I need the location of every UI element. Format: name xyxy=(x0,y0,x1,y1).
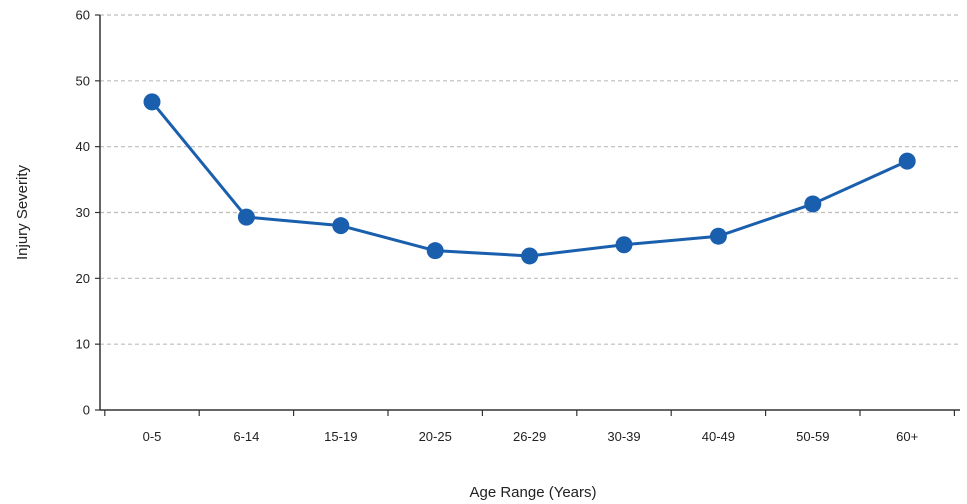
y-tick-label-60: 60 xyxy=(76,8,90,23)
x-axis-ticks: 0-5 6-14 15-19 20-25 26-29 30-39 40-49 50-59 60+ xyxy=(104,410,956,444)
x-tick-label: 50-59 xyxy=(796,429,829,444)
x-tick-label: 15-19 xyxy=(324,429,357,444)
y-axis-ticks: 0 10 20 30 40 50 60 xyxy=(76,8,100,418)
x-tick-label: 0-5 xyxy=(143,429,162,444)
x-tick-label: 60+ xyxy=(896,429,918,444)
x-tick-label: 26-29 xyxy=(513,429,546,444)
gridlines xyxy=(100,14,960,345)
series-group xyxy=(143,93,916,265)
data-point xyxy=(143,93,161,111)
x-axis-title: Age Range (Years) xyxy=(469,484,596,501)
data-point xyxy=(521,247,539,265)
data-point xyxy=(332,217,350,235)
x-tick-label: 20-25 xyxy=(419,429,452,444)
x-tick-label: 30-39 xyxy=(607,429,640,444)
data-point xyxy=(237,208,255,226)
series-line xyxy=(150,100,908,258)
y-axis-title: Injury Severity xyxy=(14,164,31,260)
y-tick-label-0: 0 xyxy=(83,403,90,418)
data-point xyxy=(898,152,916,170)
data-point xyxy=(709,227,727,245)
y-tick-label-50: 50 xyxy=(76,73,90,88)
data-point xyxy=(615,236,633,254)
x-tick-label: 40-49 xyxy=(702,429,735,444)
data-point xyxy=(804,195,822,213)
data-point xyxy=(426,242,444,260)
y-tick-label-20: 20 xyxy=(76,271,90,286)
y-tick-label-10: 10 xyxy=(76,337,90,352)
y-tick-label-40: 40 xyxy=(76,139,90,154)
x-tick-label: 6-14 xyxy=(233,429,259,444)
y-tick-label-30: 30 xyxy=(76,205,90,220)
